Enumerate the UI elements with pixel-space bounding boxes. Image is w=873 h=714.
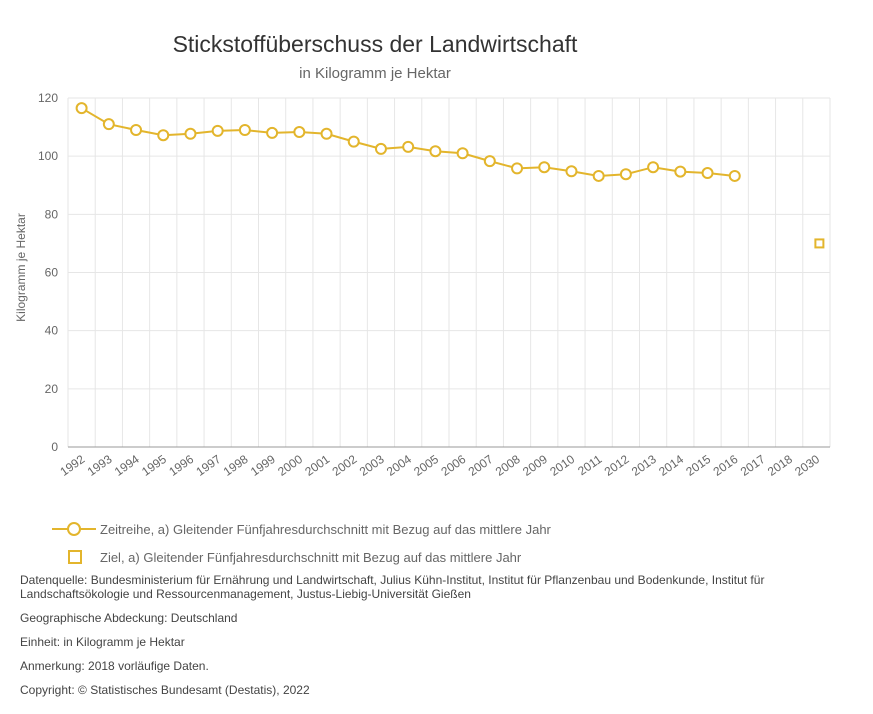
data-point-zeitreihe (75, 102, 88, 115)
y-tick-label: 80 (45, 207, 59, 221)
chart-title: Stickstoffüberschuss der Landwirtschaft (172, 31, 578, 57)
chart-subtitle: in Kilogramm je Hektar (299, 65, 451, 82)
data-point-zeitreihe (238, 123, 251, 136)
x-tick-label: 2013 (629, 452, 659, 479)
x-tick-label: 2002 (330, 452, 360, 479)
note-source: Datenquelle: Bundesministerium für Ernäh… (20, 573, 765, 601)
y-tick-label: 60 (45, 266, 59, 280)
x-tick-label: 2018 (765, 452, 795, 479)
x-tick-label: 2006 (438, 452, 468, 479)
notes-section: Datenquelle: Bundesministerium für Ernäh… (20, 573, 780, 707)
data-point-zeitreihe (184, 127, 197, 140)
note-copyright: Copyright: © Statistisches Bundesamt (De… (20, 683, 310, 697)
x-tick-label: 2011 (575, 452, 604, 478)
x-tick-label: 2016 (711, 452, 741, 479)
x-tick-label: 2004 (384, 452, 414, 479)
data-point-zeitreihe (130, 123, 143, 136)
legend-item-zeitreihe[interactable]: Zeitreihe, a) Gleitender Fünfjahresdurch… (52, 521, 551, 537)
y-tick-label: 0 (51, 440, 58, 454)
x-tick-label: 1994 (112, 452, 142, 479)
x-tick-label: 1995 (139, 452, 169, 479)
data-point-zeitreihe (456, 147, 469, 160)
x-tick-label: 2030 (792, 452, 822, 479)
data-point-zeitreihe (619, 168, 632, 181)
legend-line-circle-icon (52, 521, 96, 537)
x-tick-label: 1997 (193, 452, 223, 479)
series-group (75, 102, 825, 249)
x-tick-label: 2015 (683, 452, 713, 479)
data-point-zeitreihe (701, 167, 714, 180)
data-point-zeitreihe (647, 161, 660, 174)
legend-item-ziel[interactable]: Ziel, a) Gleitender Fünfjahresdurchschni… (52, 549, 521, 565)
data-point-zeitreihe (347, 135, 360, 148)
x-tick-label: 2008 (493, 452, 523, 479)
data-point-ziel (814, 238, 825, 249)
y-tick-label: 120 (38, 91, 58, 105)
legend-label-zeitreihe: Zeitreihe, a) Gleitender Fünfjahresdurch… (100, 521, 551, 537)
x-tick-label: 2017 (738, 452, 768, 479)
x-tick-label: 2003 (357, 452, 387, 479)
data-point-zeitreihe (592, 169, 605, 182)
data-point-zeitreihe (511, 162, 524, 175)
y-axis-label: Kilogramm je Hektar (14, 213, 28, 322)
y-axis: 0 20 40 60 80 100 120 (38, 91, 58, 454)
legend-square-icon (52, 549, 96, 565)
data-point-zeitreihe (728, 169, 741, 182)
x-tick-label: 2010 (547, 452, 577, 479)
x-tick-label: 2001 (302, 452, 332, 479)
data-point-zeitreihe (402, 140, 415, 153)
data-point-zeitreihe (157, 129, 170, 142)
note-coverage: Geographische Abdeckung: Deutschland (20, 611, 238, 625)
x-tick-label: 1996 (166, 452, 196, 479)
data-point-zeitreihe (429, 145, 442, 158)
data-point-zeitreihe (483, 155, 496, 168)
x-tick-label: 2007 (466, 452, 496, 479)
y-tick-label: 100 (38, 149, 58, 163)
data-point-zeitreihe (374, 142, 387, 155)
data-point-zeitreihe (266, 126, 279, 139)
x-tick-label: 1999 (248, 452, 278, 479)
x-tick-label: 1998 (221, 452, 251, 479)
data-point-zeitreihe (293, 126, 306, 139)
grid-lines (67, 97, 831, 448)
x-tick-label: 2014 (656, 452, 686, 479)
data-point-zeitreihe (538, 161, 551, 174)
x-tick-label: 1992 (57, 452, 87, 479)
data-point-zeitreihe (320, 127, 333, 140)
x-tick-label: 2012 (602, 452, 632, 479)
x-tick-label: 2009 (520, 452, 550, 479)
line-chart: 0 20 40 60 80 100 120 199219931994199519961997… (14, 91, 831, 479)
note-remark: Anmerkung: 2018 vorläufige Daten. (20, 659, 209, 673)
data-point-zeitreihe (565, 165, 578, 178)
x-tick-label: 2000 (275, 452, 305, 479)
data-point-zeitreihe (102, 118, 115, 131)
data-point-zeitreihe (211, 124, 224, 137)
legend-label-ziel: Ziel, a) Gleitender Fünfjahresdurchschni… (100, 549, 522, 565)
data-point-zeitreihe (674, 165, 687, 178)
x-axis: 1992199319941995199619971998199920002001… (57, 446, 830, 479)
note-unit: Einheit: in Kilogramm je Hektar (20, 635, 185, 649)
y-tick-label: 20 (45, 382, 59, 396)
x-tick-label: 2005 (411, 452, 441, 479)
y-tick-label: 40 (45, 324, 59, 338)
x-tick-label: 1993 (85, 452, 115, 479)
